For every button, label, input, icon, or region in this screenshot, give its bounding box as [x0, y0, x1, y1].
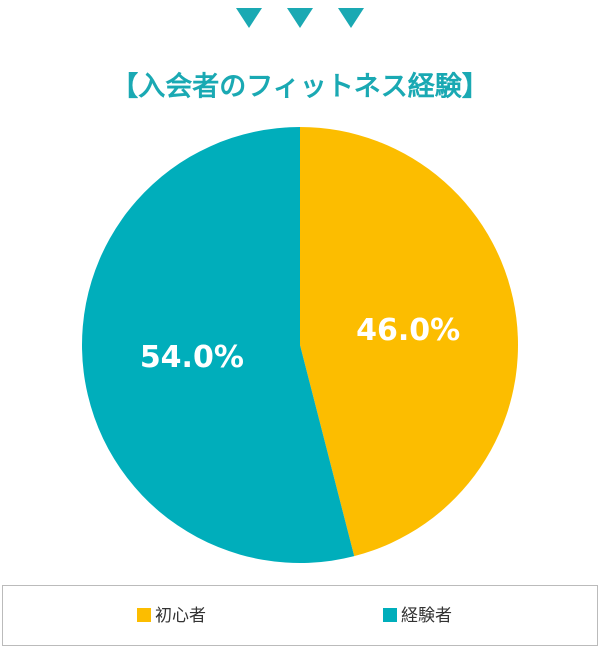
pie-slice — [300, 127, 518, 557]
legend-swatch — [383, 608, 397, 622]
pie-slice — [81, 127, 355, 564]
arrow — [287, 8, 313, 28]
legend-label: 経験者 — [401, 606, 452, 626]
legend-swatch — [137, 608, 151, 622]
arrow — [338, 8, 364, 28]
legend-box — [2, 585, 598, 646]
decoration-arrows — [236, 8, 364, 28]
legend-label: 初心者 — [155, 606, 206, 626]
chart-title: 【入会者のフィットネス経験】 — [111, 71, 488, 103]
pie: 46.0% 54.0% — [81, 127, 518, 564]
legend: 初心者 経験者 — [137, 606, 452, 626]
data-label: 46.0% — [356, 313, 460, 348]
arrow — [236, 8, 262, 28]
data-label: 54.0% — [140, 340, 244, 375]
